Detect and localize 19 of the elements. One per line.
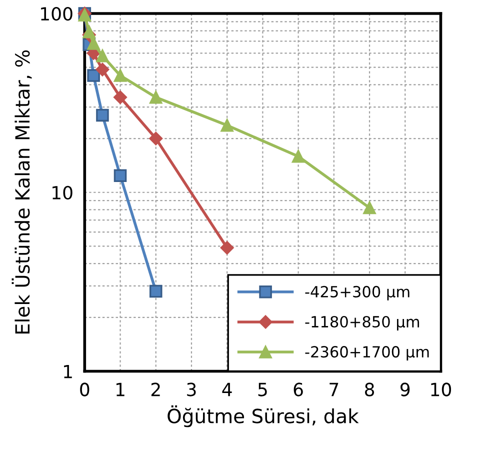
y-axis-title: Elek Üstünde Kalan Miktar, % <box>12 50 32 334</box>
x-tick-label: 4 <box>222 382 232 396</box>
x-tick-label: 3 <box>187 382 196 396</box>
y-tick-label: 10 <box>52 186 72 200</box>
x-tick-label: 8 <box>364 382 374 396</box>
x-tick-label: 6 <box>294 382 303 396</box>
x-tick-label: 5 <box>258 382 267 396</box>
x-tick-label: 0 <box>80 382 90 396</box>
x-tick-label: 7 <box>330 382 338 396</box>
legend-label: -1180+850 µm <box>305 316 420 330</box>
x-tick-label: 1 <box>116 382 124 396</box>
legend-label: -2360+1700 µm <box>305 346 429 361</box>
x-tick-label: 9 <box>400 382 410 396</box>
x-tick-label: 10 <box>431 382 452 396</box>
y-tick-label: 100 <box>41 6 72 21</box>
x-tick-label: 2 <box>151 382 160 396</box>
y-tick-label: 1 <box>64 364 72 378</box>
x-axis-title: Öğütme Süresi, dak <box>168 405 359 428</box>
legend-label: -425+300 µm <box>305 286 410 300</box>
